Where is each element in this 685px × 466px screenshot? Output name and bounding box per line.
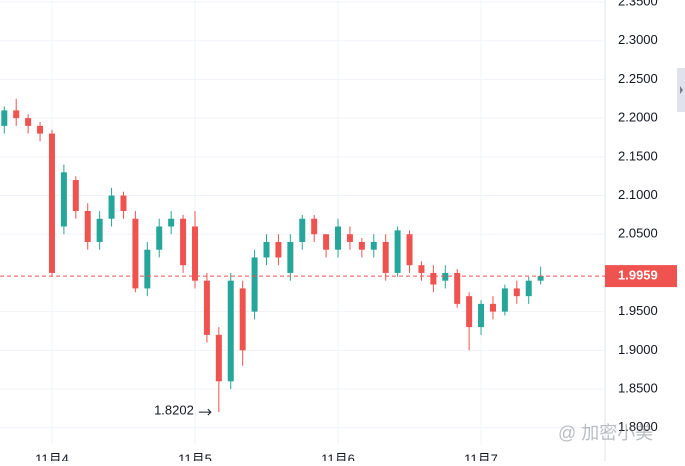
candle-body — [513, 288, 520, 297]
candle-body — [537, 276, 544, 281]
x-tick-label: 11月4 — [35, 451, 69, 461]
candle-body — [72, 180, 79, 212]
candle-body — [346, 234, 353, 242]
candle-body — [394, 230, 401, 273]
candle-body — [215, 334, 222, 382]
candle-body — [168, 218, 175, 227]
candle-body — [132, 218, 139, 289]
y-tick-label: 2.3500 — [618, 0, 658, 8]
candle-body — [287, 241, 294, 273]
candle-body — [358, 241, 365, 250]
candle-body — [227, 280, 234, 382]
candle-body — [251, 257, 258, 312]
y-tick-label: 2.2500 — [618, 71, 658, 86]
candle-body — [263, 241, 270, 258]
candle-body — [191, 226, 198, 281]
x-tick-label: 11月7 — [464, 451, 498, 461]
candle-body — [120, 195, 127, 212]
y-tick-label: 2.1500 — [618, 148, 658, 163]
candle-body — [144, 249, 151, 289]
low-annotation: 1.8202 — [154, 403, 194, 418]
y-tick-label: 1.8000 — [618, 419, 658, 434]
candle-body — [466, 296, 473, 328]
candle-body — [203, 280, 210, 335]
y-tick-label: 1.9500 — [618, 303, 658, 318]
candle-body — [156, 226, 163, 250]
candle-body — [84, 211, 91, 242]
candle-body — [323, 234, 330, 250]
candle-body — [13, 110, 20, 119]
candle-body — [430, 272, 437, 285]
candle-body — [108, 195, 115, 219]
x-tick-label: 11月5 — [178, 451, 212, 461]
candle-body — [239, 288, 246, 351]
y-tick-label: 1.8500 — [618, 380, 658, 395]
candle-body — [299, 218, 306, 242]
candle-body — [525, 280, 532, 297]
candle-body — [478, 303, 485, 328]
candle-body — [180, 218, 187, 266]
candle-body — [96, 218, 103, 242]
y-tick-label: 2.3000 — [618, 32, 658, 47]
x-tick-label: 11月6 — [321, 451, 355, 461]
candle-body — [382, 241, 389, 273]
candle-body — [442, 272, 449, 281]
candle-body — [60, 172, 67, 227]
scroll-arrow — [680, 86, 683, 94]
candle-body — [406, 234, 413, 266]
low-arrow — [198, 408, 212, 416]
y-tick-label: 2.1000 — [618, 187, 658, 202]
y-tick-label: 2.2000 — [618, 110, 658, 125]
candle-body — [335, 226, 342, 250]
y-tick-label: 2.0500 — [618, 226, 658, 241]
last-price-label: 1.9959 — [618, 268, 658, 283]
candle-body — [418, 265, 425, 273]
candle-body — [25, 118, 32, 126]
candle-body — [275, 241, 282, 258]
candle-body — [454, 272, 461, 304]
watermark: @ 加密小美 — [558, 423, 653, 443]
last-price-box — [605, 265, 677, 288]
candle-body — [311, 218, 318, 235]
candle-body — [501, 288, 508, 312]
candle-body — [370, 241, 377, 250]
candle-body — [489, 303, 496, 312]
candle-body — [48, 133, 55, 273]
y-tick-label: 1.9000 — [618, 342, 658, 357]
candle-body — [1, 110, 8, 126]
candle-body — [37, 125, 44, 134]
